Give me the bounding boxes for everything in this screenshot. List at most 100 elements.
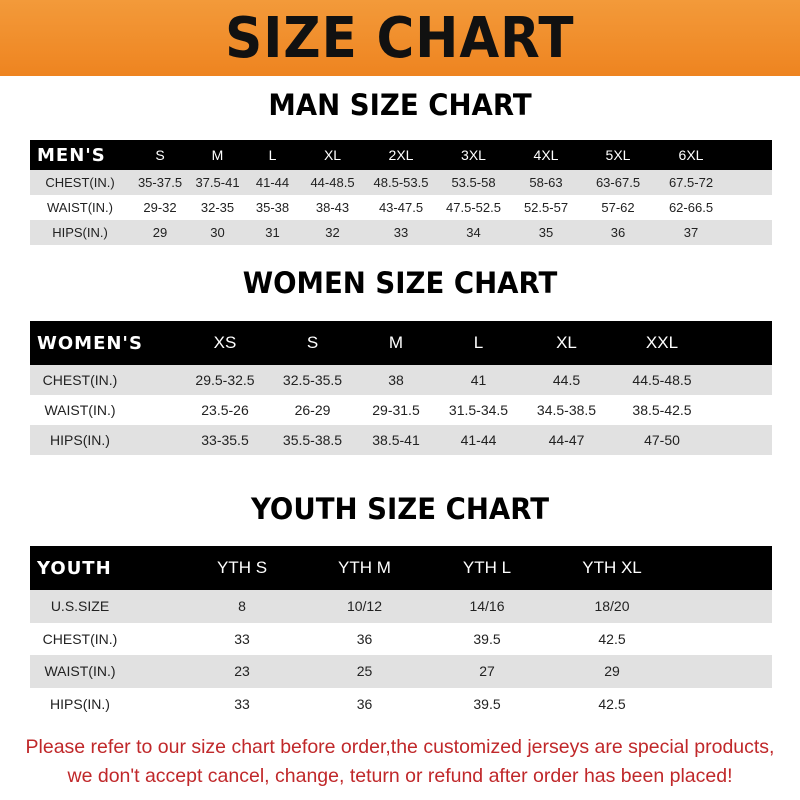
table-header-label: MEN'S [37, 144, 106, 166]
size-header: L [473, 333, 484, 352]
table-cell: 38.5-41 [372, 432, 420, 448]
table-cell: 38.5-42.5 [632, 402, 692, 418]
notice-line-1: Please refer to our size chart before or… [25, 736, 775, 758]
row-label: WAIST(IN.) [44, 402, 116, 418]
table-cell: 35.5-38.5 [282, 432, 343, 448]
table-cell: 29 [604, 663, 620, 680]
table-cell: 42.5 [598, 695, 626, 712]
table-cell: 29-32 [143, 200, 177, 215]
table-cell: 37 [683, 225, 699, 240]
size-header: S [155, 147, 165, 163]
table-cell: 14/16 [469, 598, 505, 615]
row-label: CHEST(IN.) [42, 630, 118, 647]
size-header: 6XL [678, 147, 704, 163]
size-header: 4XL [533, 147, 559, 163]
table-cell: 44.5 [552, 372, 581, 388]
table-cell: 8 [238, 598, 246, 615]
table-header-row: YOUTH YTH S YTH M YTH L YTH XL [30, 546, 772, 590]
table-cell: 47-50 [644, 432, 680, 448]
table-cell: 36 [356, 630, 373, 647]
table-cell: 32.5-35.5 [282, 372, 343, 388]
table-cell: 44-48.5 [310, 175, 355, 190]
table-cell: 41-44 [255, 175, 290, 190]
table-cell: 29-31.5 [372, 402, 420, 418]
table-cell: 10/12 [346, 598, 383, 615]
table-cell: 48.5-53.5 [373, 175, 429, 190]
banner: SIZE CHART [0, 0, 800, 76]
order-notice: Please refer to our size chart before or… [0, 733, 800, 791]
size-header: 3XL [461, 147, 486, 163]
size-header: L [268, 147, 277, 163]
row-label: HIPS(IN.) [50, 432, 110, 448]
youth-size-table: YOUTH YTH S YTH M YTH L YTH XL U.S.SIZE 8 10/12… [30, 546, 772, 720]
table-cell: 35 [538, 225, 554, 240]
table-cell: 44.5-48.5 [632, 372, 692, 388]
table-cell: 63-67.5 [595, 175, 641, 190]
table-row: WAIST(IN.) 29-32 32-35 35-38 38-43 43-47.5 47.… [30, 195, 772, 220]
table-cell: 23 [234, 663, 250, 680]
table-cell: 36 [610, 225, 626, 240]
size-header: S [306, 333, 319, 352]
table-cell: 31 [265, 225, 280, 240]
table-cell: 47.5-52.5 [446, 200, 501, 215]
table-cell: 37.5-41 [195, 175, 240, 190]
table-header-label: YOUTH [37, 557, 112, 579]
table-cell: 30 [210, 225, 225, 240]
notice-line-2: we don't accept cancel, change, teturn o… [67, 765, 733, 787]
table-cell: 36 [356, 695, 373, 712]
size-header: XL [556, 333, 577, 352]
women-section-title: WOMEN SIZE CHART [242, 266, 558, 300]
table-cell: 39.5 [473, 695, 501, 712]
size-header: XXL [645, 333, 679, 352]
table-cell: 33 [393, 225, 409, 240]
men-size-table: MEN'S S M L XL 2XL 3XL 4XL 5XL 6XL CHEST(IN.) 35-37… [30, 140, 772, 245]
table-cell: 32-35 [200, 200, 235, 215]
table-cell: 35-38 [255, 200, 290, 215]
table-cell: 62-66.5 [668, 200, 714, 215]
table-cell: 33-35.5 [201, 432, 249, 448]
size-header: YTH L [462, 558, 512, 577]
table-header-row: WOMEN'S XS S M L XL XXL [30, 321, 772, 365]
table-cell: 34 [466, 225, 481, 240]
table-row: CHEST(IN.) 33 36 39.5 42.5 [30, 623, 772, 656]
table-cell: 41-44 [460, 432, 497, 448]
row-label: CHEST(IN.) [42, 372, 118, 388]
row-label: WAIST(IN.) [44, 663, 116, 680]
size-header: XS [213, 333, 237, 352]
table-cell: 26-29 [294, 402, 331, 418]
size-header: 5XL [605, 147, 631, 163]
size-header: M [388, 333, 404, 352]
table-row: HIPS(IN.) 33 36 39.5 42.5 [30, 688, 772, 721]
size-header: M [211, 147, 224, 163]
table-cell: 44-47 [548, 432, 585, 448]
table-header-label: WOMEN'S [37, 332, 143, 354]
table-cell: 57-62 [601, 200, 635, 215]
table-row: U.S.SIZE 8 10/12 14/16 18/20 [30, 590, 772, 623]
size-header: YTH S [216, 558, 268, 577]
banner-title: SIZE CHART [225, 5, 575, 71]
table-cell: 38-43 [315, 200, 350, 215]
table-cell: 52.5-57 [523, 200, 569, 215]
row-label: HIPS(IN.) [52, 225, 108, 240]
table-row: CHEST(IN.) 29.5-32.5 32.5-35.5 38 41 44.5 44.5… [30, 365, 772, 395]
table-cell: 35-37.5 [137, 175, 183, 190]
table-cell: 58-63 [529, 175, 563, 190]
size-header: XL [323, 147, 342, 163]
size-header: 2XL [388, 147, 414, 163]
table-row: WAIST(IN.) 23.5-26 26-29 29-31.5 31.5-34.5 34… [30, 395, 772, 425]
size-header: YTH M [338, 558, 391, 577]
table-row: WAIST(IN.) 23 25 27 29 [30, 655, 772, 688]
table-cell: 29.5-32.5 [195, 372, 255, 388]
table-cell: 53.5-58 [451, 175, 496, 190]
table-row: CHEST(IN.) 35-37.5 37.5-41 41-44 44-48.5 48.5… [30, 170, 772, 195]
table-cell: 33 [234, 630, 250, 647]
table-row: HIPS(IN.) 29 30 31 32 33 34 35 36 37 [30, 220, 772, 245]
table-cell: 33 [234, 695, 250, 712]
table-cell: 25 [356, 663, 373, 680]
row-label: U.S.SIZE [50, 598, 110, 615]
row-label: WAIST(IN.) [47, 200, 113, 215]
table-cell: 38 [388, 372, 404, 388]
table-header-row: MEN'S S M L XL 2XL 3XL 4XL 5XL 6XL [30, 140, 772, 170]
table-cell: 31.5-34.5 [448, 402, 509, 418]
table-cell: 32 [325, 225, 340, 240]
